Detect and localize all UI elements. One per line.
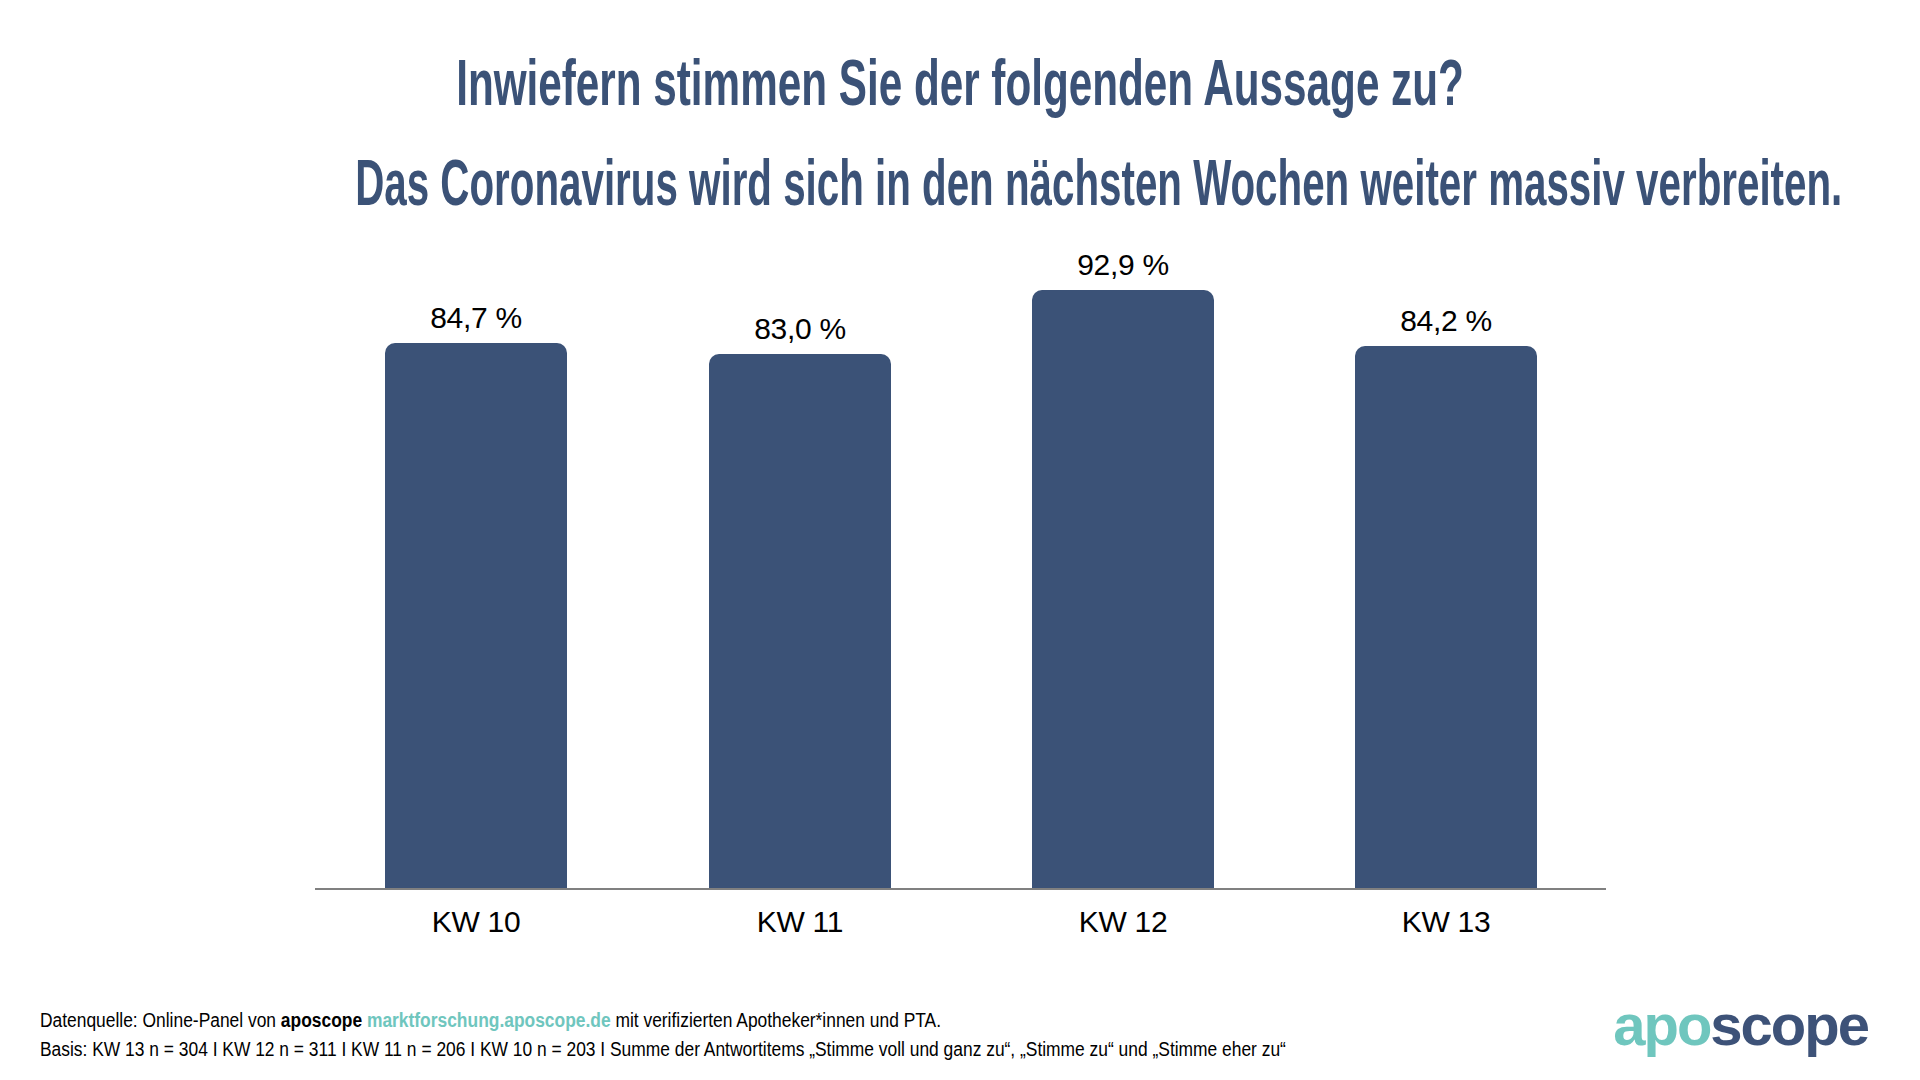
bar-value-label: 84,2 % [1400, 304, 1492, 338]
x-axis-line [315, 888, 1606, 890]
logo-text-apo: apo [1613, 992, 1710, 1057]
x-axis-tick-label: KW 10 [385, 905, 567, 939]
footer: Datenquelle: Online-Panel von aposcope m… [40, 1006, 1345, 1064]
bar-group-kw13: 84,2 % KW 13 [1355, 304, 1537, 889]
bar-value-label: 92,9 % [1077, 248, 1169, 282]
bar-group-kw10: 84,7 % KW 10 [385, 301, 567, 889]
logo-text-scope: scope [1710, 992, 1868, 1057]
bar-value-label: 84,7 % [430, 301, 522, 335]
x-axis-tick-label: KW 13 [1355, 905, 1537, 939]
bar-kw12 [1032, 290, 1214, 889]
bar-group-kw12: 92,9 % KW 12 [1032, 248, 1214, 889]
datasource-brand: aposcope [281, 1009, 367, 1031]
bar-chart: 84,7 % KW 10 83,0 % KW 11 92,9 % KW 12 8… [0, 0, 1920, 1080]
bar-kw11 [709, 354, 891, 889]
datasource-prefix: Datenquelle: Online-Panel von [40, 1009, 281, 1031]
bar-kw10 [385, 343, 567, 889]
bar-kw13 [1355, 346, 1537, 889]
datasource-suffix: mit verifizierten Apotheker*innen und PT… [611, 1009, 941, 1031]
aposcope-logo: aposcope [1613, 996, 1868, 1054]
x-axis-tick-label: KW 11 [709, 905, 891, 939]
slide-canvas: Inwiefern stimmen Sie der folgenden Auss… [0, 0, 1920, 1080]
x-axis-tick-label: KW 12 [1032, 905, 1214, 939]
bar-value-label: 83,0 % [754, 312, 846, 346]
datasource-link[interactable]: marktforschung.aposcope.de [367, 1009, 611, 1031]
basis-line: Basis: KW 13 n = 304 I KW 12 n = 311 I K… [40, 1035, 1345, 1064]
bar-group-kw11: 83,0 % KW 11 [709, 312, 891, 889]
datasource-line: Datenquelle: Online-Panel von aposcope m… [40, 1006, 1345, 1035]
